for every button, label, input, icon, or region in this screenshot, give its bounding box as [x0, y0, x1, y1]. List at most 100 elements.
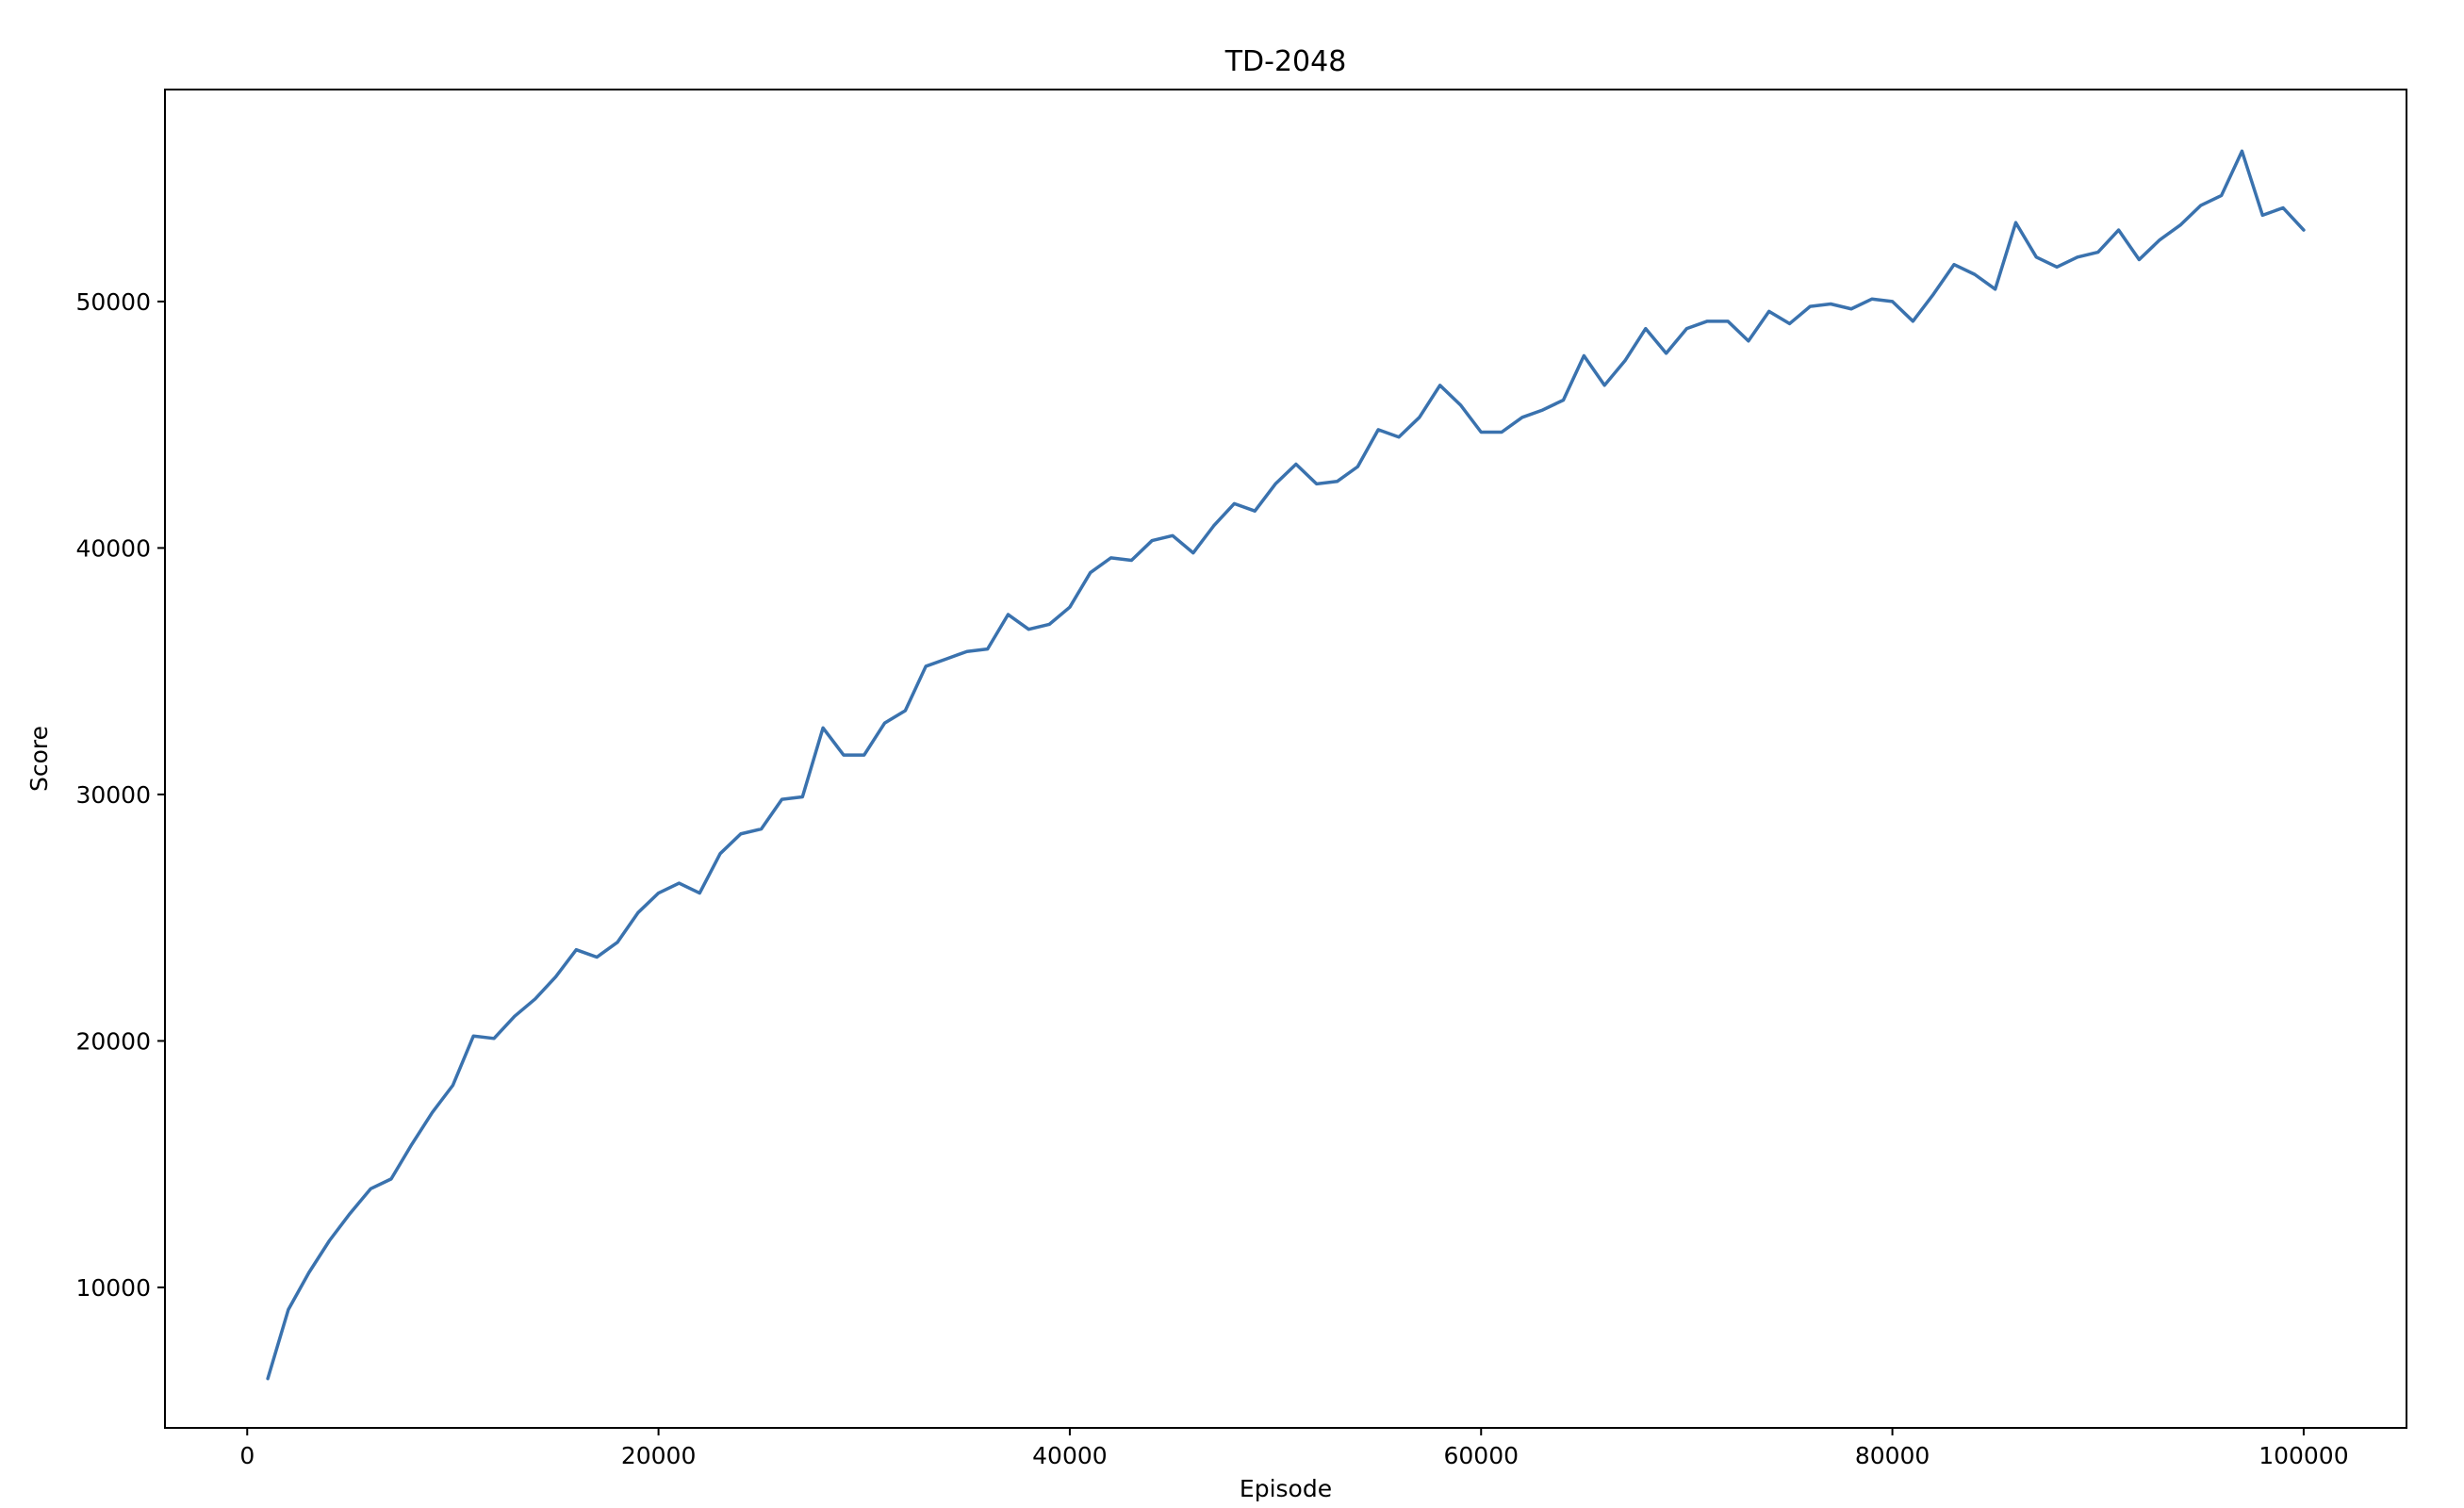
data-point: [1231, 500, 1237, 506]
data-point: [286, 1306, 291, 1312]
data-point: [1273, 481, 1278, 486]
data-point: [1026, 627, 1031, 632]
data-point: [1664, 351, 1669, 356]
data-point: [2116, 227, 2122, 233]
data-point: [1561, 398, 1567, 403]
data-point: [1519, 415, 1525, 420]
data-point: [1191, 550, 1196, 556]
data-point: [1910, 319, 1915, 324]
data-point: [533, 996, 538, 1002]
y-tick-label: 20000: [75, 1027, 151, 1055]
data-point: [409, 1141, 415, 1147]
data-point: [1088, 570, 1093, 576]
data-point: [1335, 479, 1340, 484]
data-point: [1170, 533, 1175, 538]
data-point: [1109, 555, 1114, 561]
data-point: [841, 752, 846, 758]
data-point: [738, 831, 744, 837]
score-series-line: [266, 149, 2306, 1381]
data-point: [1602, 383, 1607, 388]
y-axis-ticks: 10000 20000 30000 40000 50000: [75, 288, 165, 1302]
data-point: [820, 725, 826, 730]
x-tick-label: 80000: [1855, 1442, 1930, 1469]
data-point: [450, 1083, 455, 1089]
data-point: [1581, 352, 1586, 358]
data-point: [902, 708, 908, 713]
data-point: [656, 891, 662, 896]
data-point: [553, 974, 559, 979]
data-point: [573, 947, 579, 953]
data-point: [1890, 299, 1896, 304]
data-point: [1869, 296, 1875, 302]
data-point: [759, 827, 764, 832]
x-tick-label: 100000: [2259, 1442, 2348, 1469]
data-point: [1828, 302, 1833, 307]
data-point: [1499, 429, 1504, 434]
x-axis-ticks: 0 20000 40000 60000 80000 100000: [239, 1428, 2349, 1469]
data-point: [2033, 254, 2039, 260]
data-point: [1067, 604, 1073, 610]
data-point: [635, 910, 641, 915]
data-point: [1437, 383, 1443, 388]
data-point: [1540, 407, 1546, 413]
data-point: [368, 1186, 373, 1191]
data-point: [615, 940, 620, 945]
data-point: [2095, 250, 2101, 255]
data-point: [1725, 319, 1731, 324]
y-tick-label: 30000: [75, 781, 151, 809]
data-point: [2280, 205, 2286, 211]
data-point: [2136, 256, 2142, 262]
data-point: [1046, 621, 1052, 627]
data-point: [1766, 308, 1772, 314]
data-point: [1643, 326, 1649, 332]
data-point: [985, 647, 991, 652]
data-point: [327, 1238, 333, 1243]
y-tick-label: 50000: [75, 288, 151, 316]
data-point: [964, 648, 970, 654]
data-point: [1211, 523, 1217, 529]
data-point: [306, 1270, 312, 1275]
x-tick-label: 40000: [1032, 1442, 1108, 1469]
data-point: [1149, 538, 1155, 544]
data-point: [1807, 303, 1813, 309]
x-axis-label: Episode: [1240, 1475, 1332, 1502]
y-tick-label: 40000: [75, 534, 151, 562]
data-point: [1993, 287, 1998, 292]
data-point: [388, 1176, 394, 1182]
data-point: [923, 664, 928, 669]
x-tick-label: 20000: [621, 1442, 697, 1469]
data-point: [2259, 212, 2265, 218]
plot-area-frame: [164, 89, 2407, 1429]
data-point: [1005, 612, 1010, 617]
data-point: [1684, 326, 1689, 332]
data-point: [2054, 264, 2060, 270]
data-point: [1457, 402, 1463, 408]
data-point: [1478, 429, 1484, 434]
data-point: [491, 1036, 497, 1041]
data-point: [1314, 481, 1320, 486]
data-point: [1848, 306, 1854, 312]
data-point: [2198, 203, 2204, 208]
data-point: [1355, 464, 1360, 469]
data-point: [1746, 338, 1751, 344]
data-point: [1252, 508, 1257, 514]
data-point: [944, 656, 949, 662]
data-point: [697, 891, 702, 896]
data-point: [1930, 291, 1936, 297]
data-point: [1375, 427, 1381, 433]
data-point: [1293, 461, 1299, 467]
data-point: [1972, 271, 1978, 277]
data-point: [676, 880, 682, 886]
data-point: [430, 1109, 435, 1115]
x-tick-label: 0: [239, 1442, 255, 1469]
x-tick-label: 60000: [1443, 1442, 1519, 1469]
data-point: [1704, 319, 1710, 324]
data-point: [512, 1013, 517, 1019]
data-point: [2012, 220, 2018, 225]
data-point: [862, 752, 867, 758]
data-point: [717, 851, 723, 857]
data-point: [1128, 557, 1134, 563]
data-point: [2219, 192, 2225, 198]
